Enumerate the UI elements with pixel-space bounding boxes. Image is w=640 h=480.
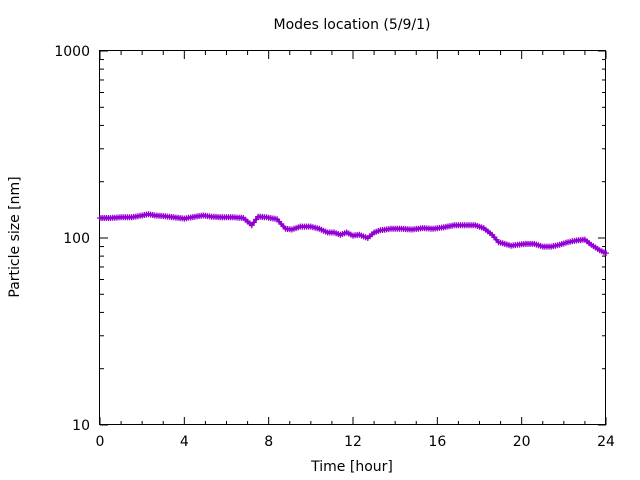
y-axis-label: Particle size [nm] bbox=[7, 176, 23, 297]
chart-title: Modes location (5/9/1) bbox=[274, 17, 431, 33]
x-tick-label: 4 bbox=[180, 434, 189, 450]
x-tick-label: 0 bbox=[96, 434, 105, 450]
y-tick-label: 10 bbox=[72, 418, 90, 434]
series-markers bbox=[97, 211, 609, 257]
x-tick-label: 8 bbox=[264, 434, 273, 450]
series-group bbox=[97, 211, 609, 257]
x-tick-label: 24 bbox=[597, 434, 615, 450]
x-axis: 0 4 8 12 16 20 24 bbox=[96, 51, 615, 450]
data-point-marker bbox=[603, 250, 609, 257]
x-tick-label: 12 bbox=[344, 434, 362, 450]
y-axis: 10 100 1000 bbox=[54, 44, 606, 434]
x-axis-label: Time [hour] bbox=[310, 459, 393, 475]
x-tick-label: 16 bbox=[428, 434, 446, 450]
y-tick-label: 100 bbox=[63, 231, 90, 247]
y-tick-label: 1000 bbox=[54, 44, 90, 60]
x-tick-label: 20 bbox=[513, 434, 531, 450]
